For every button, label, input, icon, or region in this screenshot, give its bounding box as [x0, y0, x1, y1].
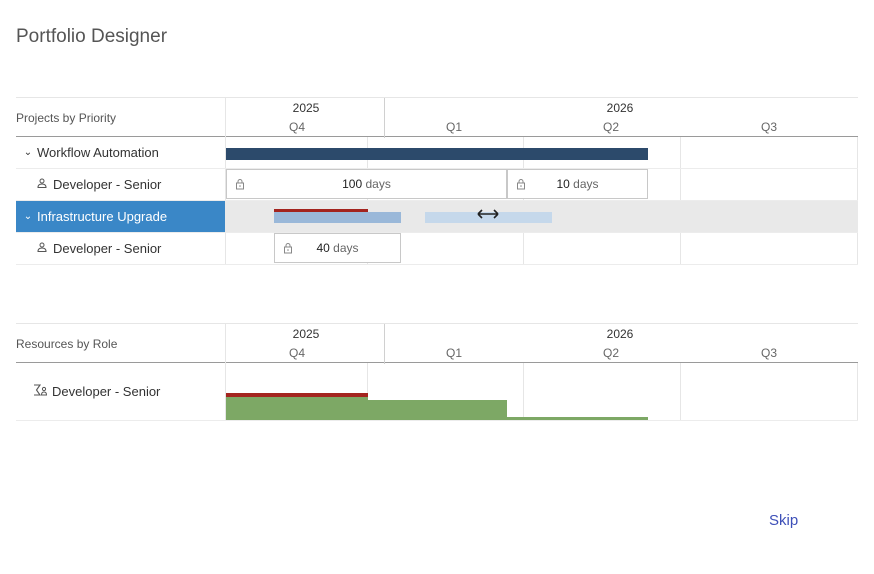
quarter-label: Q1 [445, 120, 463, 134]
project-name: Workflow Automation [37, 145, 159, 160]
allocation-value: 100 [342, 177, 363, 191]
over-capacity-indicator [274, 209, 368, 212]
resource-label: Developer - Senior [16, 233, 225, 264]
divider [384, 98, 385, 138]
resources-grid: Resources by Role 2025 2026 Q4 Q1 Q2 Q3 … [16, 323, 858, 423]
quarter-label: Q2 [602, 346, 620, 360]
year-label: 2025 [292, 327, 320, 341]
header-label: Resources by Role [16, 337, 118, 351]
divider [225, 324, 226, 364]
divider [523, 363, 524, 421]
allocation-unit: days [333, 241, 359, 255]
allocation-unit: days [365, 177, 391, 191]
quarter-label: Q2 [602, 120, 620, 134]
demand-bar[interactable] [368, 400, 507, 420]
resource-row[interactable]: Developer - Senior 100 days 10 days [16, 169, 858, 201]
project-label[interactable]: ⌄ Workflow Automation [16, 137, 225, 168]
divider [225, 98, 226, 138]
over-capacity-indicator [226, 393, 368, 397]
quarter-label: Q3 [760, 346, 778, 360]
resource-label: Developer - Senior [16, 169, 225, 200]
project-row[interactable]: ⌄ Infrastructure Upgrade [16, 201, 858, 233]
resource-name: Developer - Senior [53, 241, 162, 256]
person-icon [37, 178, 51, 191]
project-label[interactable]: ⌄ Infrastructure Upgrade [16, 201, 225, 232]
chevron-down-icon[interactable]: ⌄ [23, 211, 33, 222]
drag-handle-icon[interactable] [476, 207, 500, 225]
project-name: Infrastructure Upgrade [37, 209, 168, 224]
divider [680, 363, 681, 421]
resource-role-row[interactable]: Developer - Senior [16, 363, 858, 421]
timeline-header: Resources by Role 2025 2026 Q4 Q1 Q2 Q3 [16, 323, 858, 364]
divider [367, 363, 368, 421]
timeline-header: Projects by Priority 2025 2026 Q4 Q1 Q2 … [16, 97, 858, 138]
divider [384, 324, 385, 364]
resource-name: Developer - Senior [53, 177, 162, 192]
allocation-value: 40 [316, 241, 330, 255]
allocation-box[interactable]: 100 days [226, 169, 507, 199]
lock-icon[interactable] [516, 178, 526, 193]
chevron-down-icon[interactable]: ⌄ [23, 147, 33, 158]
project-bar-preview[interactable] [425, 212, 552, 223]
role-label: Developer - Senior [16, 363, 225, 420]
allocation-box[interactable]: 40 days [274, 233, 401, 263]
divider [857, 363, 858, 421]
lock-icon[interactable] [235, 178, 245, 193]
allocation-value: 10 [556, 177, 570, 191]
projects-grid: Projects by Priority 2025 2026 Q4 Q1 Q2 … [16, 97, 858, 267]
role-sum-icon [33, 384, 48, 399]
quarter-label: Q4 [288, 120, 306, 134]
quarter-label: Q1 [445, 346, 463, 360]
resource-row[interactable]: Developer - Senior 40 days [16, 233, 858, 265]
project-bar[interactable] [226, 148, 648, 160]
allocation-box[interactable]: 10 days [507, 169, 648, 199]
year-label: 2025 [292, 101, 320, 115]
allocation-unit: days [573, 177, 599, 191]
lock-icon[interactable] [283, 242, 293, 257]
divider [225, 363, 226, 421]
page-title: Portfolio Designer [16, 26, 168, 47]
quarter-label: Q4 [288, 346, 306, 360]
year-label: 2026 [606, 327, 634, 341]
project-row[interactable]: ⌄ Workflow Automation [16, 137, 858, 169]
skip-link[interactable]: Skip [769, 512, 799, 529]
demand-bar[interactable] [507, 417, 648, 420]
header-label: Projects by Priority [16, 111, 117, 125]
role-name: Developer - Senior [52, 384, 161, 399]
demand-bar[interactable] [226, 397, 368, 420]
year-label: 2026 [606, 101, 634, 115]
quarter-label: Q3 [760, 120, 778, 134]
person-icon [37, 242, 51, 255]
project-bar[interactable] [274, 212, 401, 223]
